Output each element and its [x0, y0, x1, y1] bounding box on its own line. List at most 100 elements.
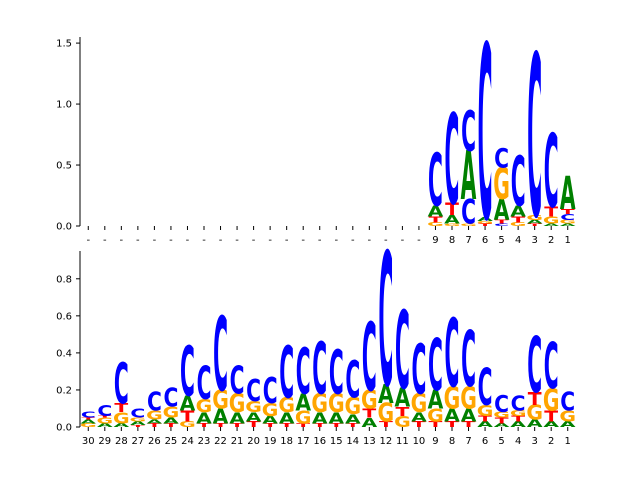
- logo-letter-T: T: [478, 223, 492, 227]
- logo-letter-A: A: [461, 137, 477, 215]
- y-tick-label: 1.5: [56, 39, 72, 50]
- logo-letter-A: A: [527, 219, 543, 225]
- logo-letter-C: C: [296, 336, 311, 410]
- logo-letter-A: A: [444, 213, 460, 226]
- logo-letter-A: A: [163, 416, 179, 425]
- logo-letter-A: A: [428, 203, 444, 221]
- x-tick-label: 27: [131, 436, 144, 447]
- logo-letter-C: C: [527, 322, 542, 411]
- logo-letter-C: C: [246, 374, 261, 409]
- logo-letter-G: G: [311, 390, 328, 419]
- logo-letter-A: A: [80, 419, 96, 425]
- x-tick-label: 10: [413, 436, 426, 447]
- logo-letter-G: G: [559, 408, 576, 426]
- logo-letter-G: G: [510, 409, 527, 418]
- logo-letter-C: C: [329, 337, 344, 408]
- logo-letter-C: C: [180, 332, 195, 412]
- logo-letter-G: G: [394, 413, 411, 431]
- logo-letter-G: G: [444, 223, 461, 227]
- logo-letter-T: T: [544, 408, 559, 426]
- logo-letter-T: T: [263, 423, 277, 429]
- logo-letter-T: T: [362, 406, 376, 421]
- logo-letter-A: A: [213, 404, 229, 428]
- logo-letter-G: G: [378, 399, 395, 428]
- logo-letter-A: A: [279, 410, 295, 428]
- logo-letter-A: A: [246, 409, 262, 424]
- x-tick-label: 13: [363, 436, 376, 447]
- logo-letter-C: C: [544, 115, 559, 231]
- logo-letter-G: G: [559, 219, 576, 225]
- x-tick-label: 7: [465, 436, 471, 447]
- logo-letter-C: C: [263, 370, 278, 412]
- x-tick-label: 23: [198, 436, 211, 447]
- logo-letter-A: A: [345, 411, 361, 426]
- x-tick-label: -: [301, 235, 305, 246]
- x-tick-label: 18: [280, 436, 293, 447]
- x-tick-label: 17: [297, 436, 310, 447]
- x-tick-label: 14: [346, 436, 359, 447]
- logo-letter-C: C: [130, 406, 145, 421]
- x-tick-label: -: [384, 235, 388, 246]
- logo-letter-T: T: [395, 404, 409, 419]
- logo-letter-G: G: [130, 417, 147, 423]
- x-tick-label: 11: [396, 436, 409, 447]
- logo-letter-A: A: [527, 417, 543, 429]
- logo-letter-C: C: [411, 330, 426, 410]
- logo-letter-C: C: [163, 385, 178, 414]
- logo-letter-T: T: [131, 425, 145, 428]
- x-tick-label: -: [186, 235, 190, 246]
- logo-letter-T: T: [528, 223, 542, 227]
- logo-letter-G: G: [113, 410, 130, 428]
- logo-letter-T: T: [181, 408, 196, 426]
- x-tick-label: -: [103, 235, 107, 246]
- logo-letter-A: A: [543, 420, 559, 429]
- logo-letter-G: G: [427, 222, 444, 228]
- x-tick-label: 25: [165, 436, 178, 447]
- x-tick-label: 1: [565, 235, 571, 246]
- logo-letter-T: T: [114, 400, 128, 415]
- x-tick-label: 4: [515, 436, 521, 447]
- logo-letter-C: C: [362, 304, 377, 413]
- x-tick-label: -: [235, 235, 239, 246]
- x-tick-label: 2: [548, 436, 554, 447]
- x-tick-label: -: [417, 235, 421, 246]
- logo-letter-A: A: [312, 410, 328, 428]
- logo-letter-T: T: [511, 215, 525, 225]
- logo-letter-C: C: [312, 328, 327, 411]
- x-tick-label: 3: [531, 235, 537, 246]
- logo-letter-G: G: [146, 408, 163, 423]
- x-tick-label: -: [153, 235, 157, 246]
- x-tick-label: 29: [98, 436, 111, 447]
- logo-letter-G: G: [229, 390, 246, 419]
- x-tick-label: -: [318, 235, 322, 246]
- logo-letter-C: C: [428, 140, 443, 223]
- x-tick-label: -: [86, 235, 90, 246]
- logo-letter-C: C: [544, 330, 559, 404]
- x-tick-label: 3: [531, 436, 537, 447]
- logo-letter-G: G: [477, 402, 494, 420]
- logo-letter-C: C: [378, 214, 393, 428]
- x-tick-label: -: [219, 235, 223, 246]
- logo-letter-A: A: [113, 423, 129, 429]
- logo-letter-T: T: [313, 423, 327, 429]
- x-tick-label: 19: [264, 436, 277, 447]
- logo-letter-C: C: [478, 0, 493, 275]
- logo-letter-G: G: [80, 423, 97, 429]
- logo-letter-C: C: [81, 411, 96, 420]
- logo-letter-A: A: [560, 223, 577, 227]
- logo-letter-C: C: [494, 223, 509, 227]
- logo-letter-T: T: [511, 414, 526, 423]
- x-tick-label: 5: [498, 235, 504, 246]
- x-tick-label: 20: [247, 436, 260, 447]
- logo-letter-A: A: [560, 169, 576, 221]
- logo-letter-A: A: [378, 381, 394, 410]
- x-tick-label: 30: [82, 436, 95, 447]
- logo-letter-T: T: [346, 423, 360, 429]
- logo-letter-G: G: [278, 393, 295, 417]
- x-tick-label: 2: [548, 235, 554, 246]
- logo-letter-T: T: [164, 423, 178, 429]
- logo-letter-G: G: [328, 390, 345, 419]
- logo-letter-C: C: [494, 143, 509, 175]
- logo-letter-C: C: [461, 99, 476, 164]
- logo-letter-G: G: [493, 411, 510, 420]
